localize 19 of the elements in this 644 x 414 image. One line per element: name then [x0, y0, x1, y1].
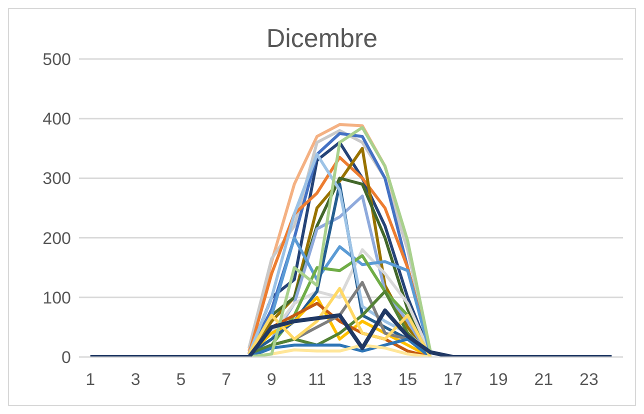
y-tick-label: 0: [62, 348, 71, 368]
x-tick-label: 15: [398, 370, 418, 390]
y-tick-label: 400: [42, 110, 71, 129]
x-tick-label: 3: [130, 370, 140, 390]
y-tick-label: 100: [42, 288, 71, 308]
x-tick-label: 11: [308, 370, 326, 390]
x-tick-label: 23: [580, 370, 598, 390]
x-tick-label: 9: [266, 370, 276, 390]
x-tick-label: 19: [488, 370, 508, 390]
y-tick-label: 500: [42, 50, 71, 70]
x-tick-label: 21: [534, 370, 554, 390]
x-tick-label: 13: [352, 370, 372, 390]
x-tick-label: 7: [222, 370, 232, 390]
x-tick-label: 5: [176, 370, 186, 390]
y-tick-label: 200: [42, 228, 71, 248]
y-tick-label: 300: [42, 169, 71, 188]
x-tick-label: 1: [86, 370, 96, 390]
x-tick-label: 17: [444, 370, 462, 390]
chart-title: Dicembre: [266, 23, 378, 53]
